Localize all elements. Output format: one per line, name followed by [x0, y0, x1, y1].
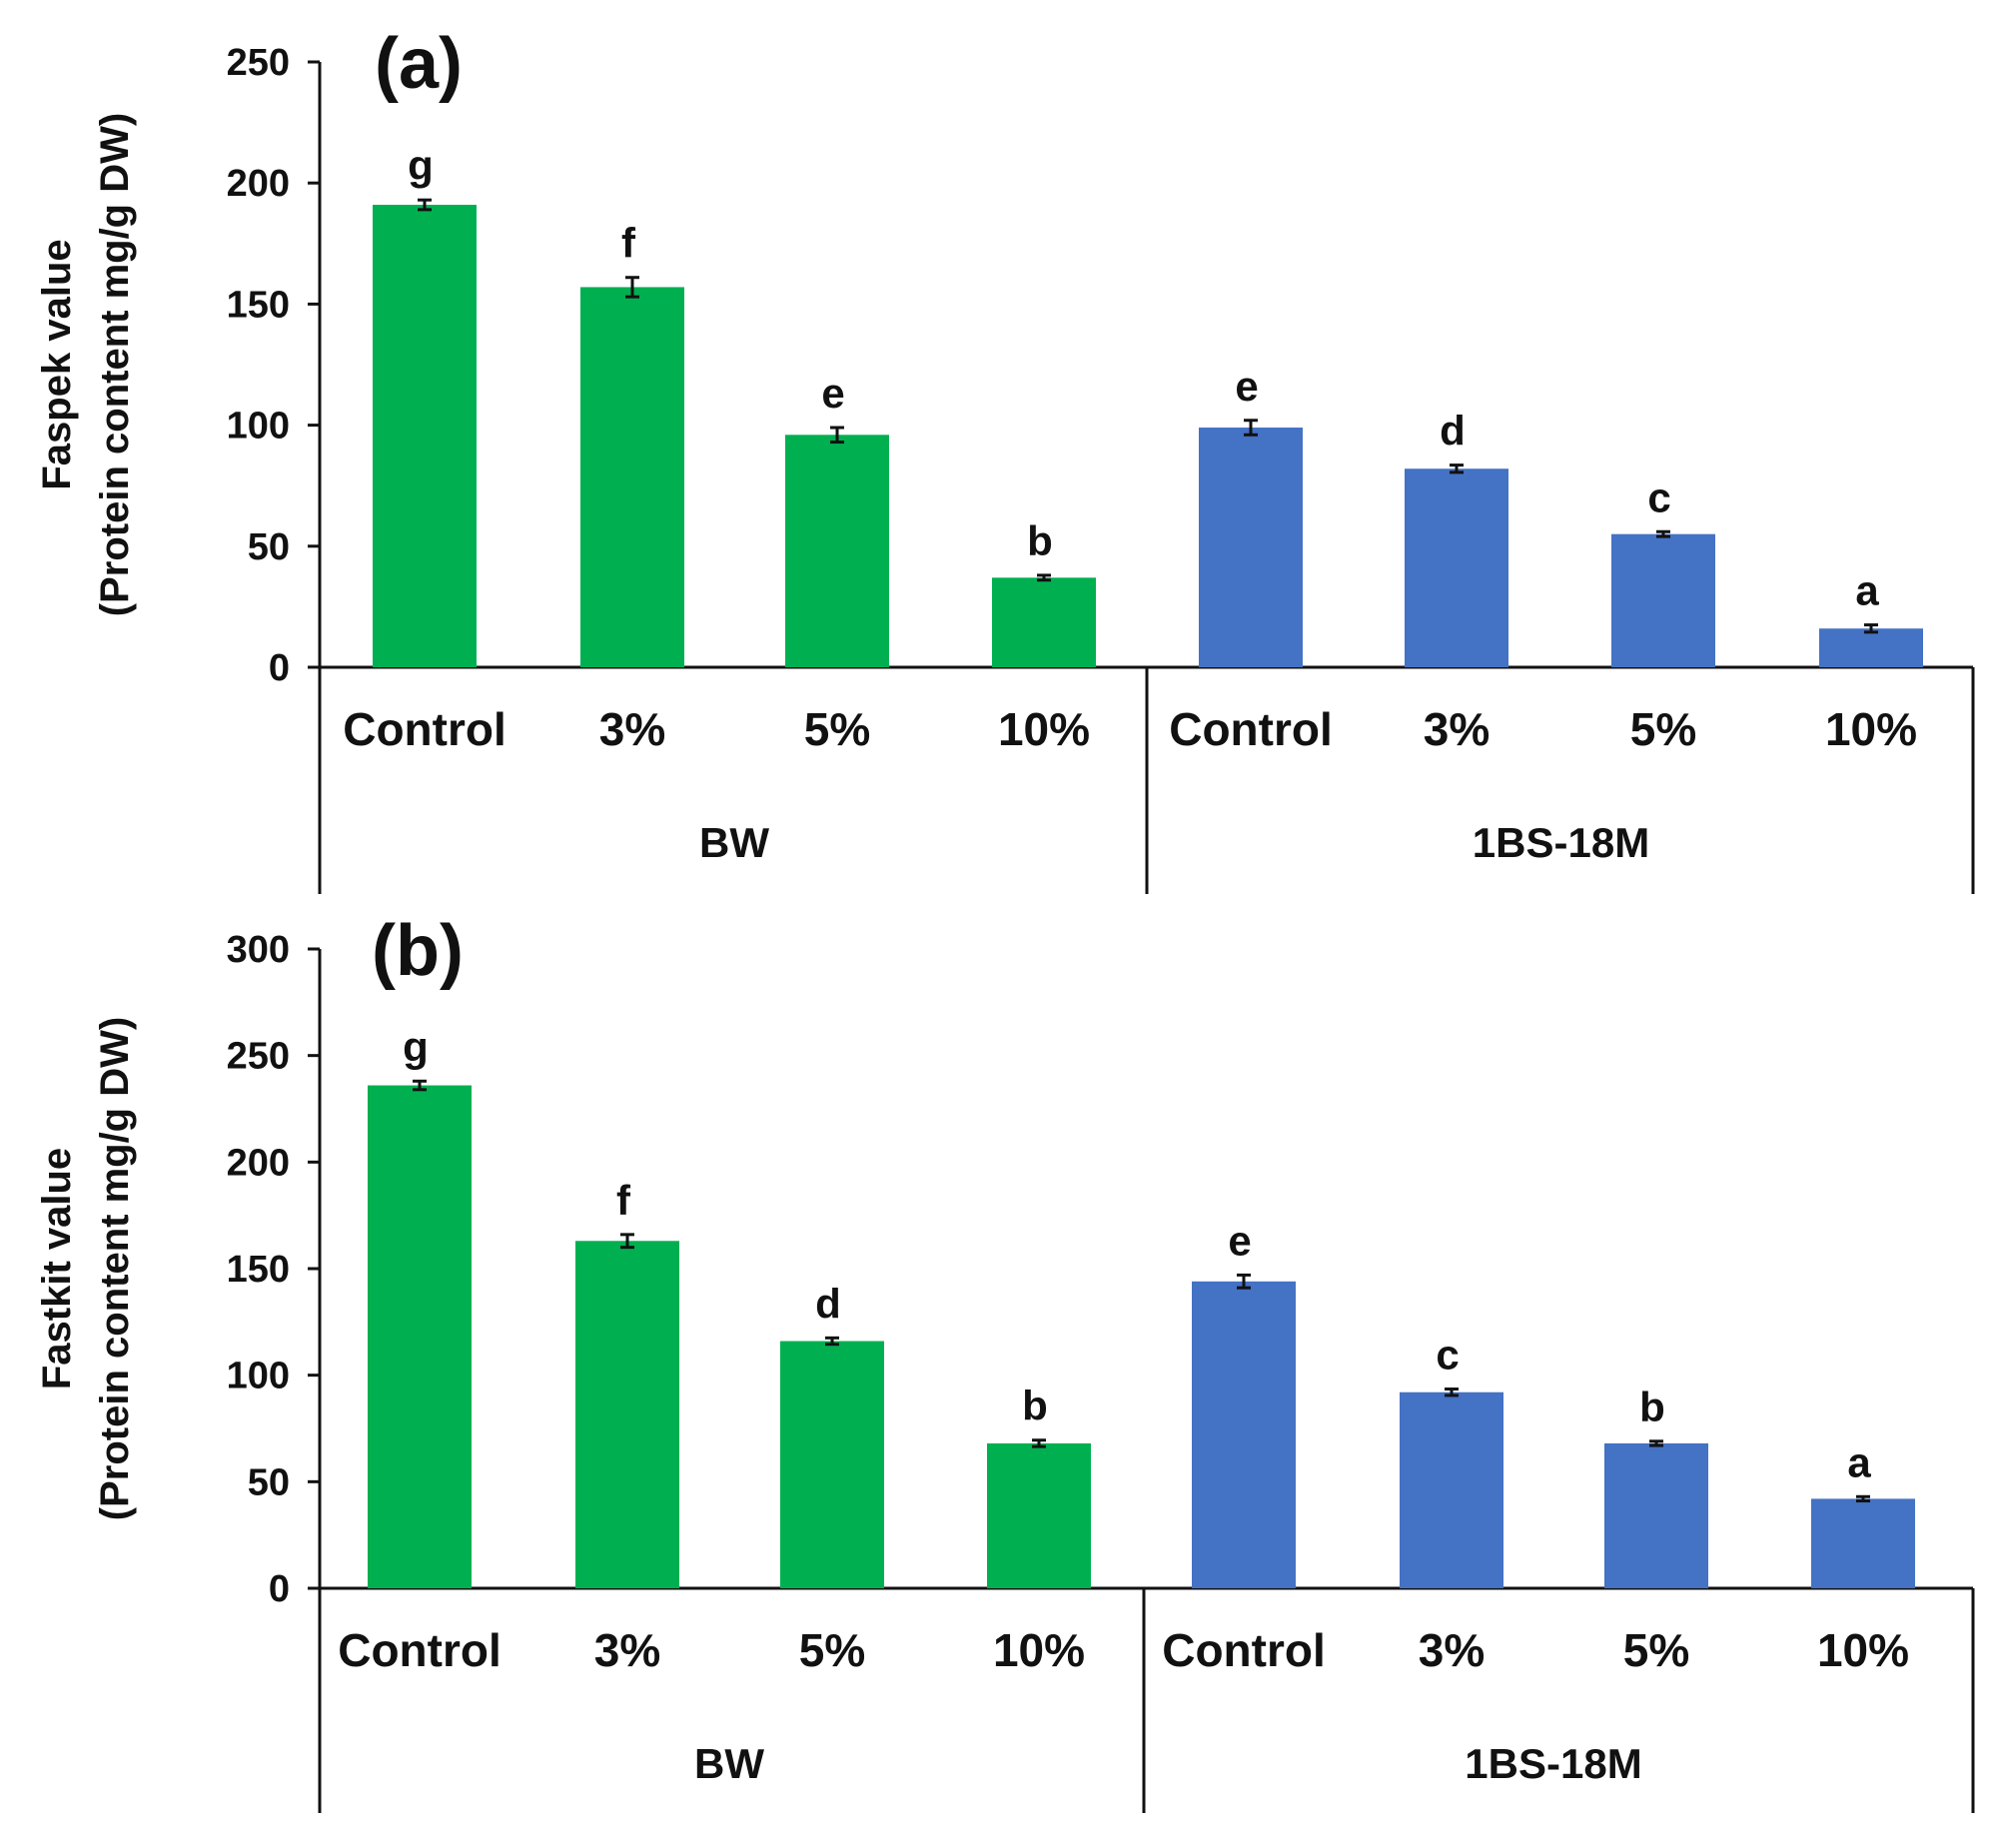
y-tick-label: 100	[227, 406, 290, 448]
bar	[373, 205, 477, 668]
category-label: 10%	[1817, 1624, 1909, 1676]
significance-letter: b	[1639, 1384, 1665, 1430]
bar	[575, 1241, 679, 1588]
category-label: 10%	[1825, 703, 1917, 755]
bar	[1604, 1442, 1708, 1588]
significance-letter: b	[1022, 1383, 1048, 1429]
significance-letter: f	[621, 220, 636, 267]
significance-letter: c	[1436, 1332, 1459, 1379]
bar	[580, 287, 684, 667]
chart-panel-a: 0 50 100 150 200 250 Faspek value (Protein cont…	[35, 24, 1975, 894]
significance-letter: b	[1027, 517, 1053, 564]
y-axis-subtitle: (Protein content mg/g DW)	[93, 113, 137, 616]
y-tick-label: 100	[227, 1356, 290, 1397]
chart-panel-b: 0 50 100 150 200 250 300 Fastkit value (Protein …	[35, 911, 1975, 1813]
significance-letter: e	[821, 370, 844, 417]
group-label: BW	[694, 1740, 764, 1787]
group-label: 1BS-18M	[1465, 1740, 1641, 1787]
y-tick-label: 250	[227, 42, 290, 84]
y-tick-label: 0	[269, 647, 290, 689]
significance-letter: e	[1228, 1217, 1251, 1264]
bar	[1819, 628, 1923, 667]
y-axis-title: Fastkit value	[35, 1148, 79, 1389]
panel-label: (b)	[372, 911, 464, 991]
bar	[368, 1085, 472, 1588]
bar	[785, 435, 889, 667]
category-label: Control	[1162, 1624, 1326, 1676]
significance-letter: a	[1855, 567, 1879, 614]
bar	[1811, 1498, 1915, 1588]
category-label: Control	[343, 703, 506, 755]
y-tick-label: 200	[227, 163, 290, 205]
category-label: 3%	[594, 1624, 660, 1676]
group-label: BW	[699, 819, 769, 866]
category-label: 3%	[1419, 1624, 1485, 1676]
y-axis-title: Faspek value	[35, 239, 79, 489]
bar	[1199, 428, 1303, 667]
y-tick-label: 150	[227, 1249, 290, 1291]
y-axis-subtitle: (Protein content mg/g DW)	[93, 1017, 137, 1520]
y-tick-label: 150	[227, 284, 290, 326]
category-label: Control	[338, 1624, 501, 1676]
significance-letter: a	[1847, 1438, 1871, 1485]
category-label: 10%	[993, 1624, 1085, 1676]
category-label: 3%	[599, 703, 665, 755]
group-label: 1BS-18M	[1473, 819, 1649, 866]
category-label: 5%	[1623, 1624, 1689, 1676]
significance-letter: e	[1235, 363, 1258, 410]
y-tick-label: 200	[227, 1142, 290, 1184]
significance-letter: d	[815, 1280, 841, 1327]
category-label: 10%	[998, 703, 1090, 755]
bar	[987, 1442, 1091, 1588]
bar	[992, 577, 1096, 667]
bar	[780, 1341, 884, 1588]
panel-label: (a)	[375, 24, 463, 104]
bar	[1400, 1391, 1503, 1588]
y-tick-label: 50	[248, 1461, 290, 1503]
category-label: 5%	[1630, 703, 1696, 755]
y-tick-label: 250	[227, 1036, 290, 1078]
significance-letter: g	[408, 142, 434, 189]
significance-letter: g	[403, 1023, 429, 1070]
significance-letter: c	[1647, 473, 1670, 520]
category-label: Control	[1169, 703, 1333, 755]
y-tick-label: 300	[227, 929, 290, 971]
category-label: 3%	[1424, 703, 1490, 755]
category-label: 5%	[799, 1624, 865, 1676]
bar	[1611, 533, 1715, 667]
significance-letter: f	[616, 1177, 631, 1224]
bar	[1405, 468, 1508, 667]
bar	[1192, 1281, 1296, 1588]
y-tick-label: 50	[248, 526, 290, 568]
significance-letter: d	[1440, 408, 1466, 455]
y-tick-label: 0	[269, 1568, 290, 1610]
category-label: 5%	[804, 703, 870, 755]
